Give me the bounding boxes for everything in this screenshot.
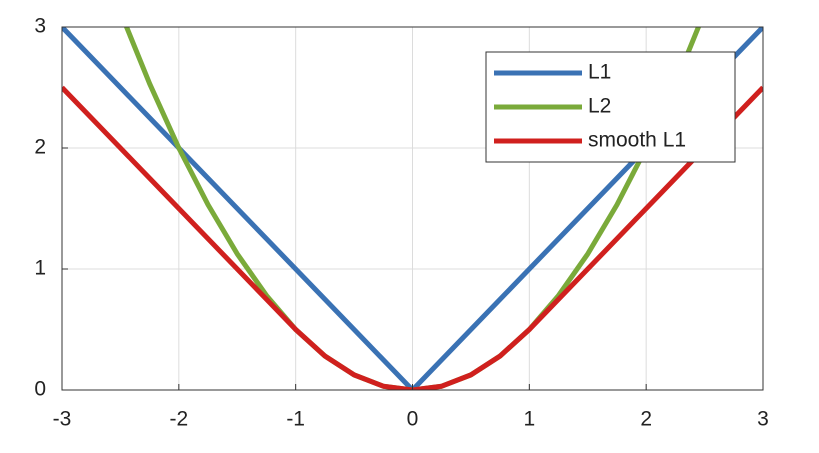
x-tick-label: -2: [169, 408, 188, 431]
x-tick-label: 3: [757, 408, 769, 431]
series-line: [62, 85, 763, 390]
y-tick-label: 2: [34, 136, 46, 159]
x-tick-label: 1: [523, 408, 535, 431]
x-tick-label: 0: [407, 408, 419, 431]
y-tick-label: 1: [34, 257, 46, 280]
legend-label: L1: [588, 61, 611, 84]
x-tick-label: -3: [53, 408, 72, 431]
y-tick-label: 3: [34, 15, 46, 38]
legend-label: L2: [588, 95, 611, 118]
legend-label: smooth L1: [588, 129, 686, 152]
y-tick-label: 0: [34, 378, 46, 401]
x-tick-label: -1: [286, 408, 305, 431]
x-tick-label: 2: [640, 408, 652, 431]
